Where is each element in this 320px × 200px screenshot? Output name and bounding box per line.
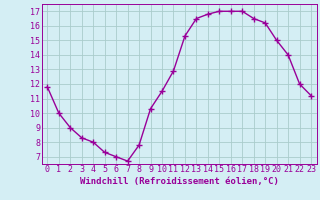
X-axis label: Windchill (Refroidissement éolien,°C): Windchill (Refroidissement éolien,°C)	[80, 177, 279, 186]
